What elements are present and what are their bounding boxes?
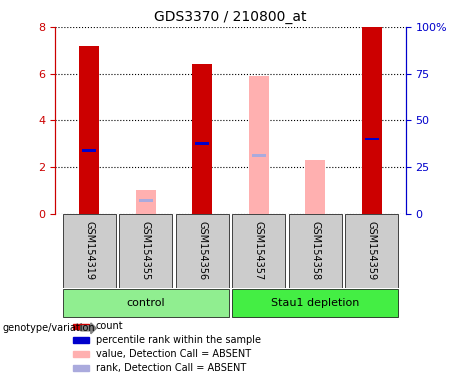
Bar (73, 365, 89, 371)
Bar (365, 137, 378, 140)
Text: rank, Detection Call = ABSENT: rank, Detection Call = ABSENT (95, 363, 246, 373)
Text: GSM154355: GSM154355 (141, 221, 151, 281)
Bar (252, 154, 266, 157)
Text: GSM154358: GSM154358 (310, 222, 320, 280)
Text: percentile rank within the sample: percentile rank within the sample (95, 335, 260, 345)
Text: count: count (95, 321, 123, 331)
Text: GSM154356: GSM154356 (197, 222, 207, 280)
Text: value, Detection Call = ABSENT: value, Detection Call = ABSENT (95, 349, 251, 359)
Bar (83, 149, 96, 152)
FancyBboxPatch shape (63, 214, 116, 288)
Bar (139, 199, 153, 202)
FancyBboxPatch shape (345, 214, 398, 288)
FancyBboxPatch shape (232, 214, 285, 288)
FancyBboxPatch shape (119, 214, 172, 288)
Text: GSM154319: GSM154319 (84, 222, 94, 280)
Bar (136, 190, 156, 214)
Title: GDS3370 / 210800_at: GDS3370 / 210800_at (154, 10, 307, 25)
FancyBboxPatch shape (63, 289, 229, 317)
Bar (362, 27, 382, 214)
Bar (73, 351, 89, 357)
FancyBboxPatch shape (176, 214, 229, 288)
Text: GSM154357: GSM154357 (254, 221, 264, 281)
Bar (305, 160, 325, 214)
Bar (73, 323, 89, 329)
Bar (79, 46, 99, 214)
Text: Stau1 depletion: Stau1 depletion (271, 298, 360, 308)
Bar (192, 64, 212, 214)
Bar (249, 76, 269, 214)
Text: control: control (126, 298, 165, 308)
Text: genotype/variation: genotype/variation (2, 323, 95, 333)
Text: GSM154359: GSM154359 (367, 222, 377, 280)
Bar (195, 142, 209, 145)
FancyBboxPatch shape (289, 214, 342, 288)
FancyBboxPatch shape (232, 289, 398, 317)
Bar (73, 338, 89, 343)
